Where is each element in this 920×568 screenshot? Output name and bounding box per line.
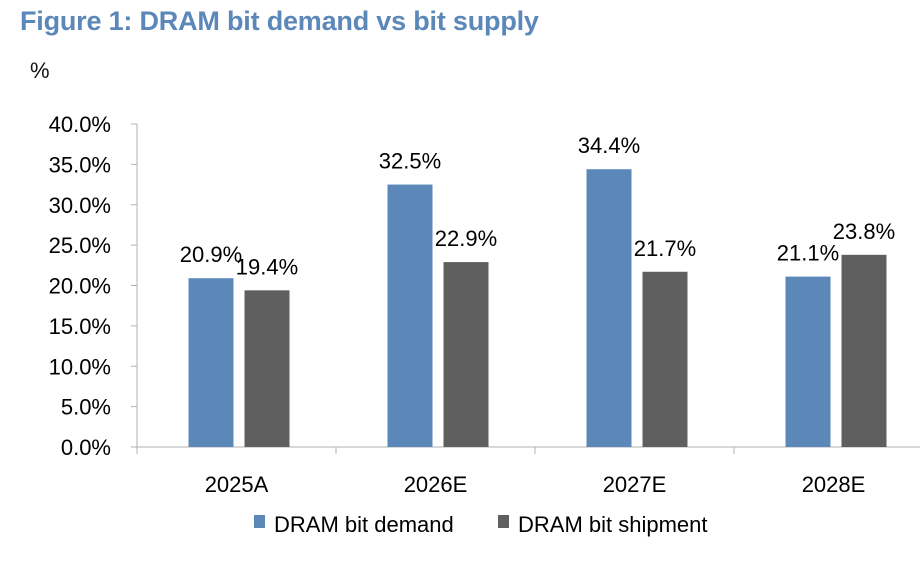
y-tick-label: 10.0% <box>49 354 111 379</box>
legend-swatch <box>498 515 509 528</box>
y-tick-label: 25.0% <box>49 233 111 258</box>
bar-data-label: 21.7% <box>634 236 696 261</box>
y-unit-label: % <box>30 58 50 83</box>
bar-data-label: 19.4% <box>236 254 298 279</box>
legend: DRAM bit demand DRAM bit shipment <box>254 512 708 537</box>
x-tick-label: 2028E <box>802 472 866 497</box>
bar <box>387 184 433 447</box>
bar-data-label: 22.9% <box>435 226 497 251</box>
bar-series: 20.9% 32.5% 34.4% 21.1% 19.4% 22.9% 21.7% 23.8% <box>180 133 895 447</box>
bar <box>443 262 489 447</box>
bar-data-label: 21.1% <box>777 241 839 266</box>
y-tick-label: 20.0% <box>49 274 111 299</box>
y-tick-label: 40.0% <box>49 112 111 137</box>
bar <box>244 290 290 447</box>
legend-label: DRAM bit demand <box>274 512 454 537</box>
bar <box>642 271 688 447</box>
figure-title: Figure 1: DRAM bit demand vs bit supply <box>20 6 539 36</box>
bar <box>841 254 887 447</box>
bar-data-label: 34.4% <box>578 133 640 158</box>
x-tick-label: 2027E <box>603 472 667 497</box>
y-tick-label: 15.0% <box>49 314 111 339</box>
bar <box>785 276 831 447</box>
legend-swatch <box>254 515 265 528</box>
y-axis: 0.0% 5.0% 10.0% 15.0% 20.0% 25.0% 30.0% 35.0% 40… <box>49 112 138 460</box>
bar-data-label: 23.8% <box>833 219 895 244</box>
bar <box>188 278 234 447</box>
bar-data-label: 20.9% <box>180 242 242 267</box>
y-tick-label: 5.0% <box>61 395 111 420</box>
y-tick-label: 30.0% <box>49 193 111 218</box>
y-tick-label: 0.0% <box>61 435 111 460</box>
bar <box>586 169 632 447</box>
legend-label: DRAM bit shipment <box>518 512 708 537</box>
x-tick-label: 2026E <box>404 472 468 497</box>
y-tick-label: 35.0% <box>49 152 111 177</box>
bar-data-label: 32.5% <box>379 149 441 174</box>
x-axis: 2025A 2026E 2027E 2028E <box>136 446 920 497</box>
x-tick-label: 2025A <box>205 472 269 497</box>
